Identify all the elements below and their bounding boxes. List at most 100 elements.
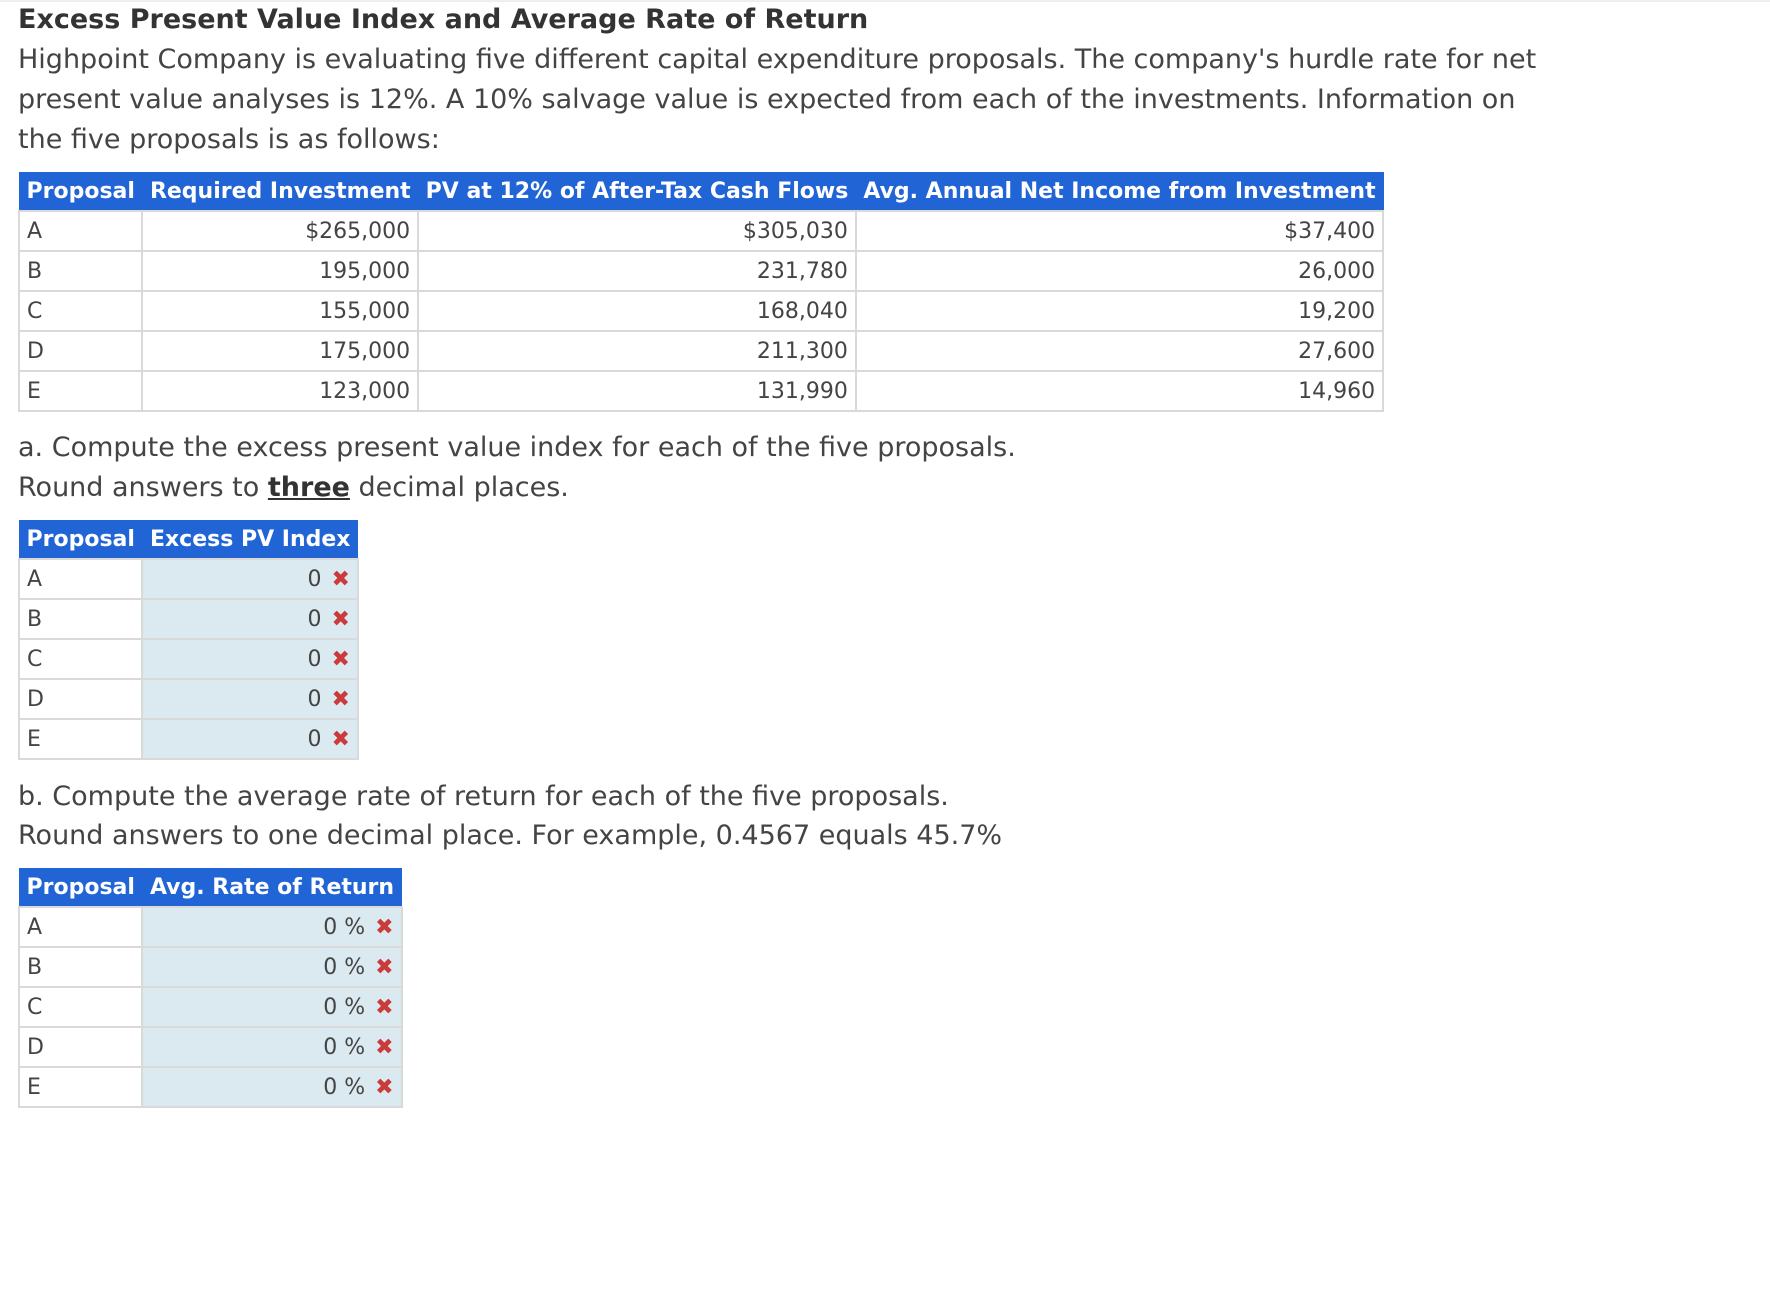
answer-value: 0 — [323, 1074, 338, 1100]
part-a-prompt: a. Compute the excess present value inde… — [18, 432, 1016, 463]
table-row: C 0 % ✖ — [17, 986, 403, 1028]
percent-unit: % — [344, 1034, 366, 1060]
cell-net-income: 14,960 — [854, 370, 1385, 412]
answer-value: 0 — [323, 994, 338, 1020]
cell-proposal: B — [17, 250, 144, 292]
incorrect-icon: ✖ — [331, 646, 350, 672]
incorrect-icon: ✖ — [331, 566, 350, 592]
answer-value: 0 — [307, 606, 322, 632]
answer-input[interactable]: 0 % ✖ — [141, 1066, 403, 1108]
cell-proposal: D — [17, 330, 144, 372]
table-row: D 0 ✖ — [17, 678, 359, 720]
table-row: A 0 ✖ — [17, 558, 359, 600]
header-excess-pv-index: Excess PV Index — [141, 520, 359, 560]
header-proposal: Proposal — [18, 520, 143, 560]
cell-investment: 155,000 — [141, 290, 420, 332]
cell-investment: 195,000 — [141, 250, 420, 292]
table-row: B 195,000 231,780 26,000 — [17, 250, 1385, 292]
cell-investment: $265,000 — [141, 210, 420, 252]
cell-proposal: A — [17, 558, 144, 600]
answer-input[interactable]: 0 % ✖ — [141, 906, 403, 948]
answer-input[interactable]: 0 % ✖ — [141, 1026, 403, 1068]
answer-value: 0 — [323, 954, 338, 980]
answer-input[interactable]: 0 ✖ — [141, 558, 359, 600]
incorrect-icon: ✖ — [331, 686, 350, 712]
table-row: A $265,000 $305,030 $37,400 — [17, 210, 1385, 252]
cell-proposal: D — [17, 1026, 144, 1068]
incorrect-icon: ✖ — [375, 914, 394, 940]
answer-value: 0 — [323, 914, 338, 940]
problem-intro: Highpoint Company is evaluating five dif… — [18, 44, 1537, 155]
table-row: D 175,000 211,300 27,600 — [17, 330, 1385, 372]
header-pv-cash-flows: PV at 12% of After-Tax Cash Flows — [417, 172, 857, 212]
header-proposal: Proposal — [18, 868, 143, 908]
part-a-rounding: Round answers to three decimal places. — [18, 468, 569, 508]
cell-proposal: D — [17, 678, 144, 720]
answer-value: 0 — [323, 1034, 338, 1060]
rounding-text: Round answers to — [18, 472, 268, 503]
cell-pv: 231,780 — [417, 250, 857, 292]
cell-proposal: E — [17, 1066, 144, 1108]
answer-input[interactable]: 0 ✖ — [141, 598, 359, 640]
cell-net-income: 26,000 — [854, 250, 1385, 292]
part-b-rounding: Round answers to one decimal place. For … — [18, 820, 1003, 851]
table-row: E 0 % ✖ — [17, 1066, 403, 1108]
excess-pv-index-table: Proposal Excess PV Index A 0 ✖ B 0 ✖ C 0 ✖ … — [17, 520, 359, 760]
table-row: D 0 % ✖ — [17, 1026, 403, 1068]
cell-pv: $305,030 — [417, 210, 857, 252]
answer-input[interactable]: 0 ✖ — [141, 678, 359, 720]
cell-proposal: E — [17, 370, 144, 412]
cell-proposal: B — [17, 598, 144, 640]
answer-value: 0 — [307, 646, 322, 672]
table-row: E 0 ✖ — [17, 718, 359, 760]
answer-value: 0 — [307, 726, 322, 752]
cell-investment: 175,000 — [141, 330, 420, 372]
cell-proposal: C — [17, 290, 144, 332]
table-row: B 0 ✖ — [17, 598, 359, 640]
percent-unit: % — [344, 994, 366, 1020]
cell-pv: 168,040 — [417, 290, 857, 332]
percent-unit: % — [344, 1074, 366, 1100]
rounding-emphasis: three — [267, 472, 350, 503]
answer-input[interactable]: 0 % ✖ — [141, 986, 403, 1028]
table-header-row: Proposal Required Investment PV at 12% o… — [18, 172, 1384, 212]
cell-net-income: $37,400 — [854, 210, 1385, 252]
table-header-row: Proposal Avg. Rate of Return — [18, 868, 403, 908]
cell-pv: 131,990 — [417, 370, 857, 412]
answer-value: 0 — [307, 566, 322, 592]
cell-proposal: C — [17, 638, 144, 680]
proposal-info-table: Proposal Required Investment PV at 12% o… — [17, 172, 1385, 412]
table-row: C 0 ✖ — [17, 638, 359, 680]
cell-proposal: A — [17, 906, 144, 948]
table-row: A 0 % ✖ — [17, 906, 403, 948]
incorrect-icon: ✖ — [375, 1034, 394, 1060]
top-divider — [0, 0, 1770, 2]
cell-proposal: A — [17, 210, 144, 252]
header-required-investment: Required Investment — [141, 172, 419, 212]
cell-proposal: C — [17, 986, 144, 1028]
answer-value: 0 — [307, 686, 322, 712]
header-proposal: Proposal — [18, 172, 143, 212]
cell-proposal: B — [17, 946, 144, 988]
table-row: B 0 % ✖ — [17, 946, 403, 988]
incorrect-icon: ✖ — [375, 1074, 394, 1100]
incorrect-icon: ✖ — [331, 726, 350, 752]
answer-input[interactable]: 0 ✖ — [141, 718, 359, 760]
cell-investment: 123,000 — [141, 370, 420, 412]
percent-unit: % — [344, 954, 366, 980]
part-b-prompt: b. Compute the average rate of return fo… — [18, 781, 949, 812]
answer-input[interactable]: 0 ✖ — [141, 638, 359, 680]
rounding-text: decimal places. — [349, 472, 569, 503]
percent-unit: % — [344, 914, 366, 940]
table-row: E 123,000 131,990 14,960 — [17, 370, 1385, 412]
incorrect-icon: ✖ — [375, 994, 394, 1020]
table-row: C 155,000 168,040 19,200 — [17, 290, 1385, 332]
answer-input[interactable]: 0 % ✖ — [141, 946, 403, 988]
cell-pv: 211,300 — [417, 330, 857, 372]
avg-rate-of-return-table: Proposal Avg. Rate of Return A 0 % ✖ B 0 … — [17, 868, 403, 1108]
cell-net-income: 27,600 — [854, 330, 1385, 372]
table-header-row: Proposal Excess PV Index — [18, 520, 359, 560]
header-avg-net-income: Avg. Annual Net Income from Investment — [855, 172, 1384, 212]
incorrect-icon: ✖ — [331, 606, 350, 632]
problem-title: Excess Present Value Index and Average R… — [18, 4, 869, 35]
